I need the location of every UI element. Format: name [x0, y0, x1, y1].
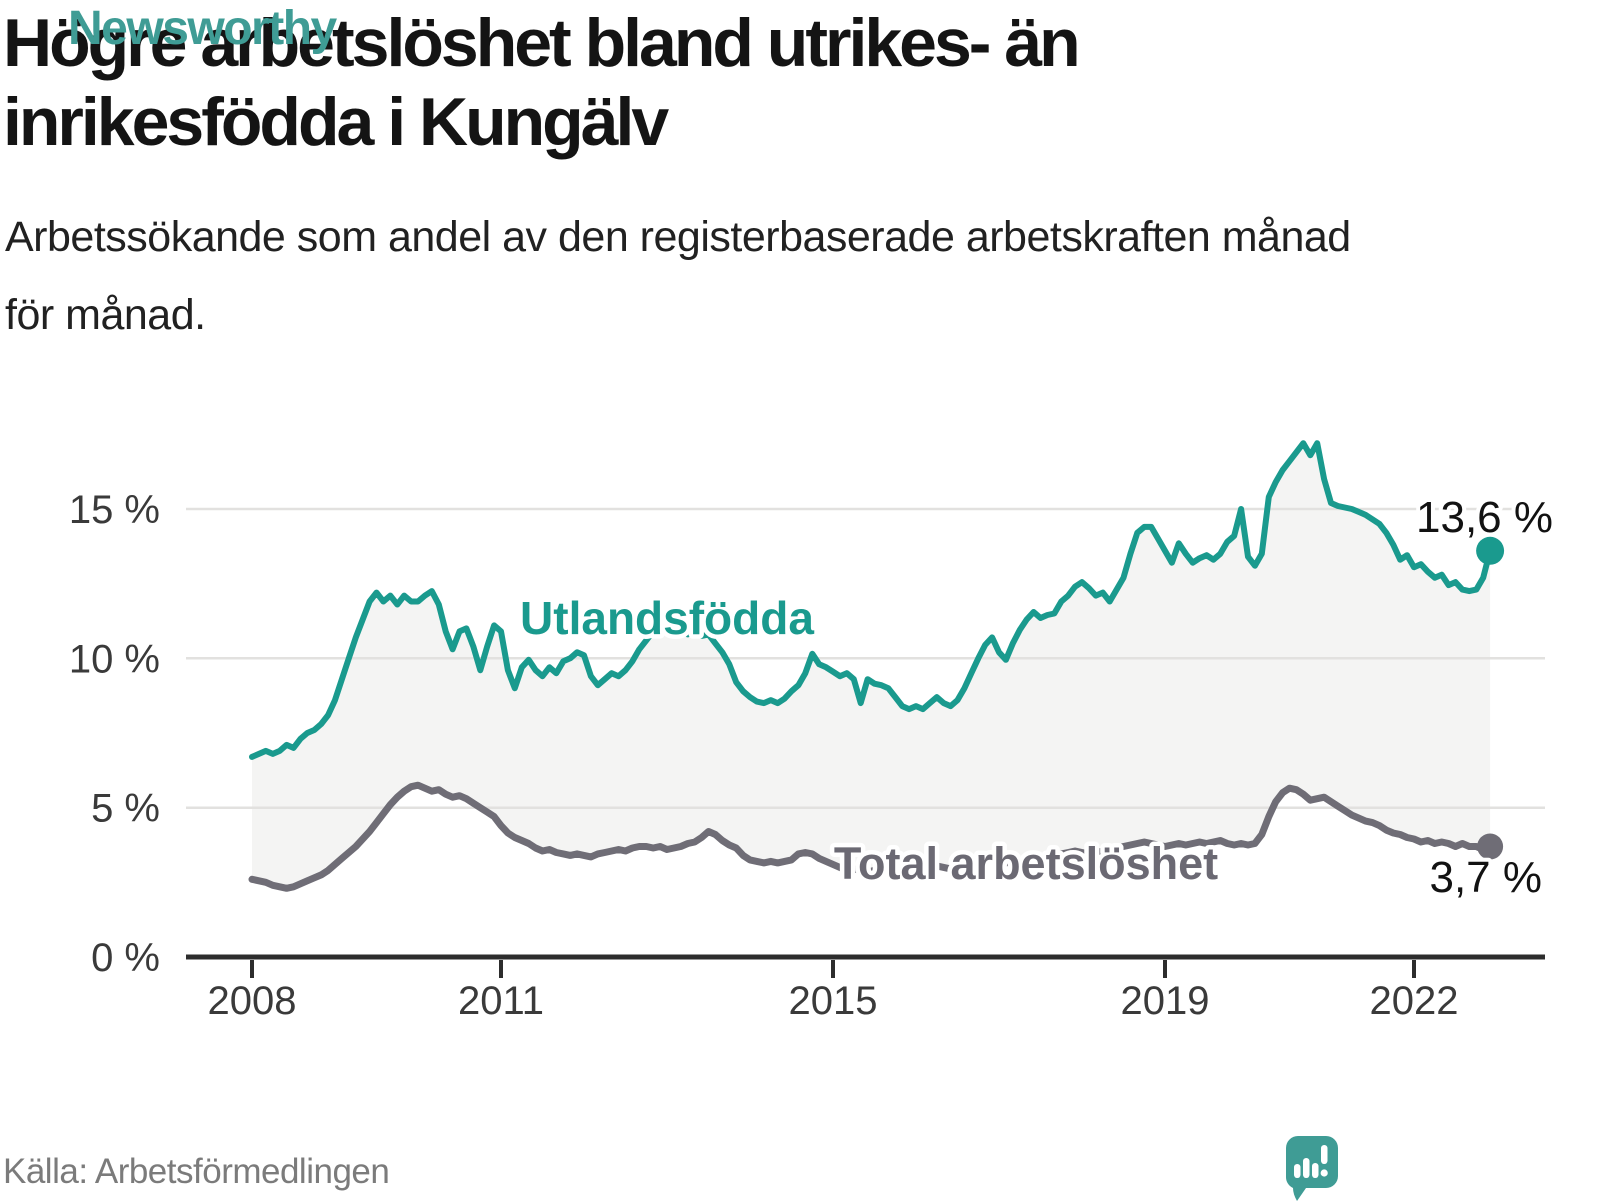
- y-tick-label-5: 5 %: [91, 787, 160, 831]
- newsworthy-branding: [1286, 1136, 1342, 1202]
- page-subtitle: Arbetssökande som andel av den registerb…: [5, 198, 1351, 354]
- line-total-arbetsloshet: [248, 781, 1494, 892]
- series-band-fill: [252, 443, 1491, 889]
- logo-bar-1: [1294, 1164, 1301, 1178]
- page-title: Högre arbetslöshet bland utrikes- än inr…: [3, 4, 1081, 162]
- utlandsfodda-end-dot: [1476, 536, 1505, 565]
- logo-exclamation-dot: [1320, 1169, 1328, 1177]
- series-lines: [248, 440, 1494, 892]
- newsworthy-wordmark: Newsworthy: [68, 2, 337, 55]
- line-utlandsfodda: [249, 440, 1494, 760]
- total-series-label: Total arbetslöshet: [834, 838, 1218, 889]
- chart-labels: Utlandsfödda Total arbetslöshet 13,6 % 3…: [516, 489, 1557, 906]
- page-title-line1: Högre arbetslöshet bland utrikes- än: [3, 5, 1081, 81]
- y-tick-label-0: 0 %: [91, 936, 160, 980]
- x-axis: 2008 2011 2015 2019 2022: [186, 954, 1545, 1023]
- page-title-line2: inrikesfödda i Kungälv: [3, 84, 669, 160]
- x-tick-label-2015: 2015: [789, 979, 878, 1023]
- total-end-value-label: 3,7 %: [1429, 853, 1542, 902]
- logo-bar-3: [1312, 1163, 1319, 1178]
- band-between-series: [252, 443, 1491, 889]
- page-subtitle-line1: Arbetssökande som andel av den registerb…: [5, 213, 1351, 261]
- gridlines: 0 % 5 % 10 % 15 %: [69, 488, 1545, 980]
- newsworthy-logo-icon: [1286, 1136, 1338, 1201]
- latest-value-dots: [1476, 536, 1505, 860]
- x-tick-label-2019: 2019: [1121, 979, 1210, 1023]
- x-tick-label-2008: 2008: [208, 979, 297, 1023]
- source-note: Källa: Arbetsförmedlingen: [3, 1152, 390, 1191]
- utlandsfodda-series-label: Utlandsfödda: [520, 592, 814, 644]
- utlandsfodda-end-value-label: 13,6 %: [1416, 493, 1553, 542]
- y-tick-label-10: 10 %: [69, 637, 160, 681]
- logo-exclamation-bar: [1321, 1145, 1328, 1164]
- x-tick-label-2011: 2011: [458, 979, 544, 1023]
- logo-bar-2: [1303, 1158, 1310, 1178]
- page-subtitle-line2: för månad.: [5, 291, 206, 339]
- total-end-dot: [1477, 833, 1504, 860]
- y-tick-label-15: 15 %: [69, 488, 160, 532]
- x-tick-label-2022: 2022: [1370, 979, 1459, 1023]
